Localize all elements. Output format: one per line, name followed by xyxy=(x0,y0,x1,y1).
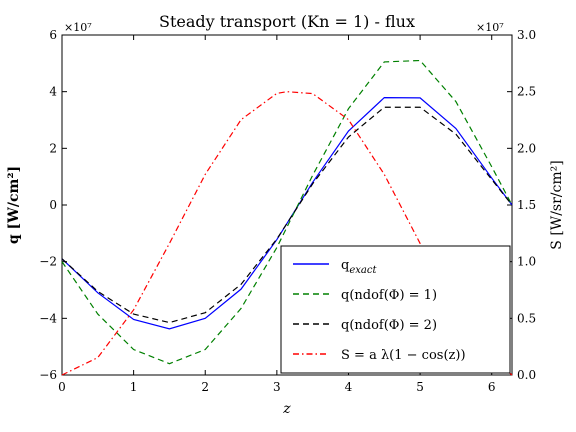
x-tick-label: 2 xyxy=(201,380,209,394)
legend-label-2: q(ndof(Φ) = 1) xyxy=(341,288,437,303)
right-scale-label: ×10⁷ xyxy=(476,21,504,34)
legend-box xyxy=(280,245,511,374)
y-left-tick-label: 6 xyxy=(49,28,57,42)
legend-label-3: q(ndof(Φ) = 2) xyxy=(341,318,437,333)
y-right-tick-label: 1.0 xyxy=(517,255,536,269)
y-axis-label-right: S [W/sr/cm²] xyxy=(549,160,565,249)
y-right-tick-label: 1.5 xyxy=(517,198,536,212)
x-axis-label: z xyxy=(282,401,291,417)
x-tick-label: 4 xyxy=(345,380,353,394)
y-left-tick-label: −4 xyxy=(39,311,57,325)
legend-label-4: S = a λ(1 − cos(z)) xyxy=(341,348,466,363)
y-left-tick-label: −6 xyxy=(39,368,57,382)
x-tick-label: 5 xyxy=(416,380,424,394)
chart-title: Steady transport (Kn = 1) - flux xyxy=(159,12,415,31)
y-right-tick-label: 0.0 xyxy=(517,368,536,382)
x-tick-label: 6 xyxy=(488,380,496,394)
y-left-tick-label: −2 xyxy=(39,255,57,269)
y-left-tick-label: 4 xyxy=(49,85,57,99)
y-right-tick-label: 2.0 xyxy=(517,141,536,155)
y-right-tick-label: 3.0 xyxy=(517,28,536,42)
left-scale-label: ×10⁷ xyxy=(64,21,92,34)
y-axis-label-left: q [W/cm²] xyxy=(6,166,22,244)
tick-group: 0 1 2 3 4 5 6 −6 −4 −2 0 2 4 6 0.0 0.5 1.0 1.5 2.0 2.5 3.0 xyxy=(39,28,536,394)
series-line-3 xyxy=(61,106,513,324)
y-left-tick-label: 0 xyxy=(49,198,57,212)
y-left-tick-label: 2 xyxy=(49,141,57,155)
y-right-tick-label: 0.5 xyxy=(517,311,536,325)
series-line-2 xyxy=(61,59,513,365)
y-right-tick-label: 2.5 xyxy=(517,85,536,99)
x-tick-label: 0 xyxy=(58,380,66,394)
x-tick-label: 1 xyxy=(130,380,138,394)
x-tick-label: 3 xyxy=(273,380,281,394)
